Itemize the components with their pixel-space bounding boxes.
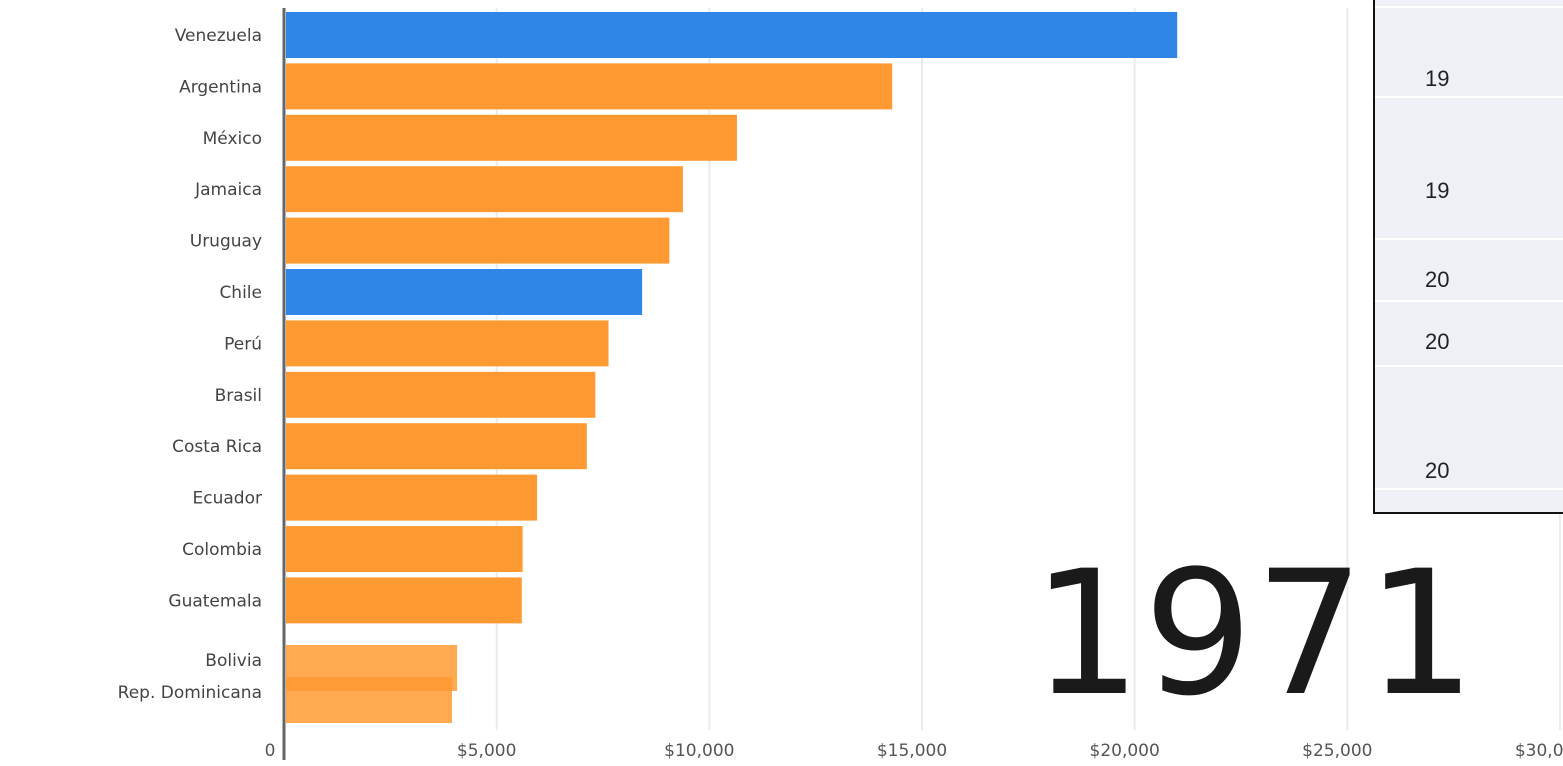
bar-per- [286, 320, 609, 367]
bar-venezuela [286, 12, 1178, 58]
category-label: Rep. Dominicana [118, 683, 262, 703]
category-label: Perú [224, 334, 262, 354]
category-labels: Venezuela Argentina México Jamaica Uruguay Ch… [118, 26, 262, 703]
side-table-value: 20 [1425, 329, 1450, 354]
side-table: 19 19 20 20 20 [1373, 0, 1563, 514]
x-tick-label: $30,000 [1515, 741, 1563, 761]
x-tick-label: $20,000 [1090, 741, 1160, 761]
category-label: Argentina [179, 77, 262, 97]
category-label: Uruguay [190, 232, 262, 252]
bars [286, 12, 1178, 723]
bar-ecuador [286, 474, 538, 521]
side-table-value: 19 [1425, 178, 1450, 203]
category-label: Bolivia [205, 651, 262, 671]
category-label: Ecuador [193, 489, 262, 509]
bar-m-xico [286, 114, 737, 161]
bar-brasil [286, 371, 596, 418]
side-table-value: 20 [1425, 458, 1450, 483]
category-label: Guatemala [168, 591, 262, 611]
bar-chile [286, 269, 643, 315]
bar-costa-rica [286, 423, 587, 470]
category-label: Costa Rica [172, 437, 262, 457]
bar-guatemala [286, 577, 522, 624]
x-tick-label: $5,000 [457, 741, 516, 761]
bar-rep-dominicana [286, 677, 453, 723]
side-table-value: 19 [1425, 66, 1450, 91]
category-label: Brasil [215, 386, 262, 406]
x-tick-label: $15,000 [877, 741, 947, 761]
category-label: Chile [219, 283, 262, 303]
x-tick-label: $10,000 [664, 741, 734, 761]
bar-jamaica [286, 166, 683, 213]
x-tick-label: $25,000 [1302, 741, 1372, 761]
year-label: 1971 [1032, 533, 1478, 734]
category-label: Jamaica [194, 180, 262, 200]
side-table-value: 20 [1425, 267, 1450, 292]
category-label: Venezuela [175, 26, 262, 46]
x-axis-ticks: 0 $5,000 $10,000 $15,000 $20,000 $25,000 $30,0… [265, 741, 1563, 761]
category-label: México [203, 129, 262, 149]
bar-colombia [286, 526, 523, 572]
category-label: Colombia [182, 540, 262, 560]
x-tick-label: 0 [265, 741, 276, 761]
bar-uruguay [286, 217, 670, 264]
bar-argentina [286, 63, 893, 110]
